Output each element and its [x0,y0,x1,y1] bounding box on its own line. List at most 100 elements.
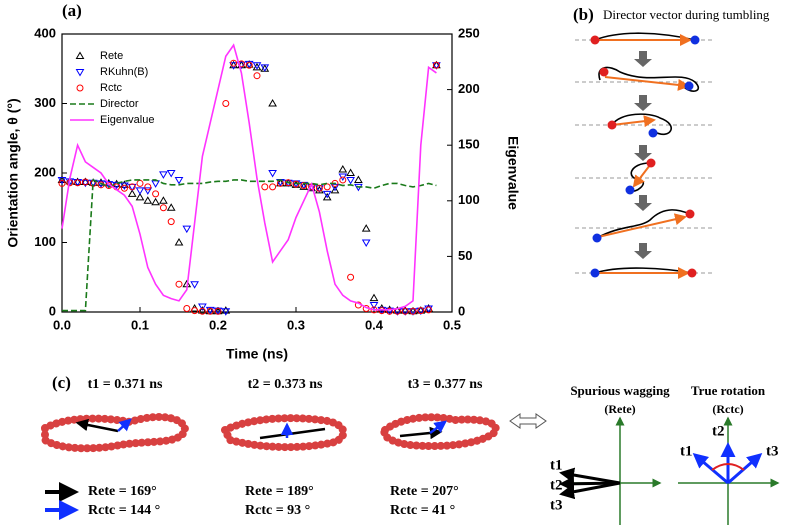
point [159,171,168,179]
panel-label: (a) [62,1,82,20]
snapshot-ete: Rete = 207° [390,484,459,499]
point [128,183,136,191]
legend-label: Rctc [100,82,123,94]
snapshot-ete: Rete = 189° [245,484,314,499]
snapshot-time: t1 = 0.371 ns [88,377,163,392]
point [300,182,308,190]
point [369,302,379,310]
x-tick-label: 0.2 [209,317,227,332]
point [81,179,90,188]
wagging-title: Spurious wagging [570,383,670,398]
wag-label: t3 [550,497,563,513]
point [174,238,184,246]
y2-tick-label: 200 [458,81,480,96]
x-tick-label: 0.4 [365,317,384,332]
point [159,204,167,212]
y2-tick-label: 50 [458,248,472,263]
point [261,183,269,191]
point [346,168,355,176]
point [299,182,309,190]
point [315,185,324,194]
snapshot-ete: Rete = 169° [88,484,157,499]
point [269,183,277,191]
point [112,181,121,190]
point [347,273,355,281]
point [361,239,371,247]
point [229,60,238,69]
point [143,196,153,204]
point [244,60,254,69]
y-tick-label: 400 [34,25,56,40]
y-axis-label: Orientation angle, θ (°) [5,98,21,247]
x-tick-label: 0.5 [443,317,461,332]
point [354,175,363,183]
point [425,306,433,314]
y-tick-label: 100 [34,234,56,249]
point [190,281,199,289]
series-line [61,43,437,311]
point [198,307,206,315]
legend-swatch [75,51,85,59]
y2-tick-label: 250 [458,25,480,40]
point [152,190,160,198]
legend-swatch [75,69,85,77]
point [260,64,270,72]
chart-a: 0.0 0.1 0.2 0.3 0.4 0.50100200300400050100150… [34,25,479,332]
point [424,305,433,314]
point [135,192,145,201]
series-line [62,178,437,312]
point [230,59,238,67]
y2-tick-label: 0 [458,303,465,318]
panel-c: (c) t1 = 0.371 ns t2 = 0.373 ns t3 = 0.3… [41,373,780,525]
wag-label: t2 [550,477,563,493]
point [191,307,199,315]
point [167,218,175,226]
legend-label: Rete [100,50,123,62]
point [330,185,340,194]
snapshot-time: t2 = 0.373 ns [248,377,323,392]
point [221,308,231,316]
point [401,307,409,315]
point [182,225,192,234]
point [198,306,207,314]
point [127,189,137,197]
point [252,62,262,71]
point [378,307,386,315]
point [221,306,231,314]
point [159,196,168,204]
point [136,179,144,187]
point [417,307,425,315]
legend-label: Eigenvalue [100,114,154,126]
point [65,176,75,185]
point [400,306,410,314]
point [74,179,82,187]
x-axis-label: Time (ns) [226,346,288,362]
point [205,306,215,315]
point [120,184,128,192]
point [174,176,184,185]
point [214,307,222,315]
y-tick-label: 0 [49,303,56,318]
x-tick-label: 0.0 [53,317,71,332]
point [245,61,253,69]
point [175,280,183,288]
point [432,61,440,69]
point [393,306,402,314]
panel-label: (b) [573,5,594,24]
point [330,183,340,192]
point [424,304,433,312]
point [323,183,331,191]
point [73,177,82,186]
point [57,175,67,183]
point [206,307,214,315]
point [322,192,332,201]
snapshot-ctc: Rctc = 41 ° [390,503,455,518]
point [144,183,152,191]
wagging-subtitle: (Rete) [604,402,635,416]
point [183,305,191,313]
point [268,170,277,178]
point [143,187,153,195]
point [268,99,277,107]
point [120,180,129,188]
